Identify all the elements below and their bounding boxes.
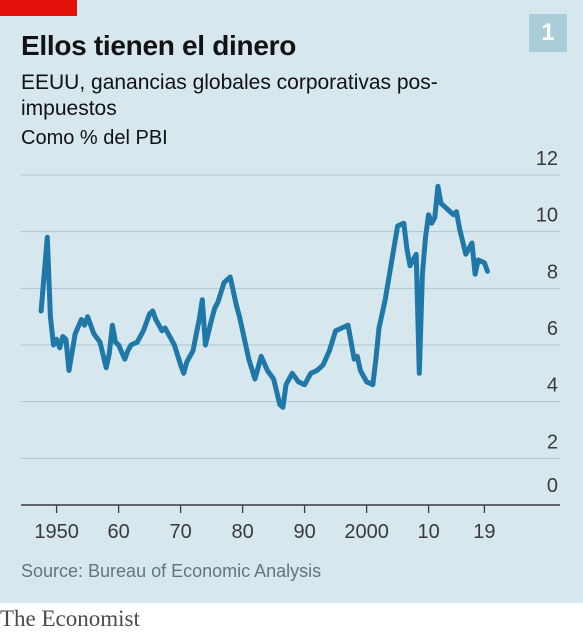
brand-red-tag bbox=[0, 0, 77, 16]
x-tick-label: 1950 bbox=[34, 521, 79, 543]
y-tick-label: 8 bbox=[547, 261, 558, 283]
x-tick-label: 70 bbox=[169, 521, 191, 543]
y-tick-label: 4 bbox=[547, 375, 558, 397]
y-tick-label: 6 bbox=[547, 318, 558, 340]
gridlines bbox=[21, 174, 560, 506]
x-ticks: 1950 60 70 80 90 2000 10 19 bbox=[34, 505, 496, 543]
x-tick-label: 80 bbox=[231, 521, 253, 543]
chart-panel bbox=[0, 0, 583, 603]
x-tick-label: 90 bbox=[293, 521, 315, 543]
y-tick-labels: 0 2 4 6 8 10 12 bbox=[536, 148, 558, 497]
publisher-brand: The Economist bbox=[0, 606, 140, 631]
chart-title: Ellos tienen el dinero bbox=[21, 30, 297, 61]
series-layer bbox=[38, 183, 490, 410]
y-tick-label: 10 bbox=[536, 205, 558, 227]
y-tick-label: 12 bbox=[536, 148, 558, 170]
y-tick-label: 2 bbox=[547, 431, 558, 453]
y-axis-unit-label: Como % del PBI bbox=[21, 127, 168, 149]
x-tick-label: 2000 bbox=[344, 521, 389, 543]
chart-subtitle: EEUU, ganancias globales corporativas po… bbox=[21, 71, 438, 120]
x-tick-label: 19 bbox=[473, 521, 495, 543]
series-line bbox=[38, 183, 490, 410]
x-tick-label: 60 bbox=[107, 521, 129, 543]
line-chart: 0 2 4 6 8 10 12 1950 60 70 80 90 2000 10 19 bbox=[21, 148, 560, 543]
y-tick-label: 0 bbox=[547, 475, 558, 497]
source-note: Source: Bureau of Economic Analysis bbox=[21, 561, 322, 581]
x-tick-label: 10 bbox=[417, 521, 439, 543]
chart-number-badge: 1 bbox=[529, 14, 567, 52]
